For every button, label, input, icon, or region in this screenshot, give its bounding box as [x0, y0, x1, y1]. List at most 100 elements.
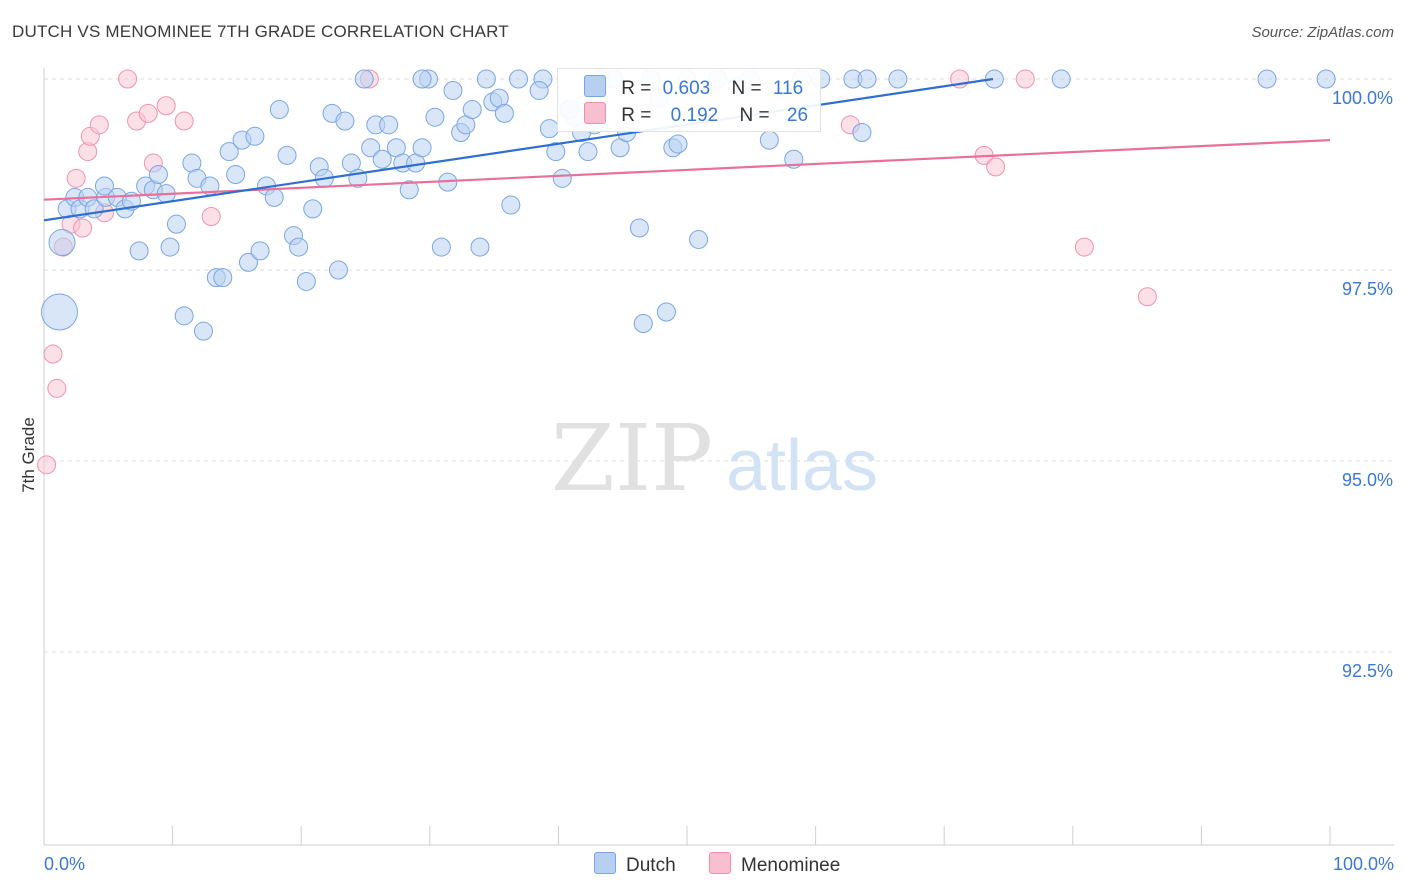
menominee-r-label: R =: [621, 105, 652, 126]
dutch-swatch: [584, 75, 606, 97]
dutch-point: [462, 100, 482, 120]
dutch-point: [399, 180, 419, 200]
legend-dutch-label: Dutch: [626, 855, 676, 876]
menominee-point: [156, 96, 176, 116]
dutch-point: [40, 293, 78, 331]
dutch-point: [689, 229, 709, 249]
legend-item-menominee: Menominee: [709, 852, 840, 877]
dutch-n-value: 116: [772, 78, 804, 99]
dutch-point: [213, 268, 233, 288]
dutch-point: [193, 321, 213, 341]
dutch-point: [226, 165, 246, 184]
dutch-point: [174, 306, 194, 326]
chart-title: DUTCH VS MENOMINEE 7TH GRADE CORRELATION…: [12, 22, 509, 41]
dutch-point: [277, 145, 297, 165]
menominee-swatch: [584, 102, 606, 124]
stats-legend: R = 0.603 N = 116 R = 0.192 N = 26: [557, 68, 821, 132]
y-tick-label: 97.5%: [1342, 279, 1393, 299]
menominee-r-value: 0.192: [670, 105, 719, 126]
dutch-point: [759, 130, 779, 150]
grid-layer: [44, 78, 1394, 653]
menominee-point: [986, 157, 1006, 177]
dutch-point: [629, 218, 649, 238]
menominee-points: [37, 69, 1157, 475]
dutch-point: [476, 69, 496, 89]
menominee-point: [1137, 287, 1157, 307]
legend-menominee-swatch: [709, 852, 731, 874]
trend-lines: [43, 77, 1331, 222]
legend-row-menominee: R = 0.192 N = 26: [584, 102, 808, 126]
dutch-point: [1257, 69, 1277, 89]
x-tick-label-min: 0.0%: [44, 854, 85, 874]
dutch-r-label: R =: [621, 78, 652, 99]
dutch-point: [852, 122, 872, 142]
dutch-point: [48, 228, 76, 256]
dutch-point: [296, 271, 316, 291]
dutch-point: [539, 119, 559, 139]
y-tick-label: 95.0%: [1342, 470, 1393, 490]
dutch-point: [94, 176, 114, 196]
menominee-point: [118, 69, 138, 89]
dutch-point: [412, 138, 432, 158]
legend-row-dutch: R = 0.603 N = 116: [584, 75, 803, 99]
dutch-point: [303, 199, 323, 219]
dutch-r-value: 0.603: [662, 78, 711, 99]
menominee-point: [138, 103, 158, 123]
dutch-point: [328, 260, 348, 280]
dutch-point: [238, 252, 258, 272]
menominee-point: [43, 344, 63, 364]
menominee-point: [1015, 69, 1035, 89]
menominee-point: [89, 115, 109, 135]
dutch-point: [633, 313, 653, 333]
dutch-point: [219, 142, 239, 162]
menominee-point: [47, 378, 67, 398]
menominee-n-label: N =: [739, 105, 770, 126]
dutch-point: [372, 149, 392, 169]
y-tick-label: 100.0%: [1332, 88, 1393, 108]
dutch-point: [443, 80, 463, 100]
watermark-zip: ZIP: [551, 405, 713, 512]
series-legend: Dutch Menominee: [0, 852, 1406, 878]
menominee-point: [201, 207, 221, 227]
dutch-point: [984, 69, 1004, 89]
menominee-point: [73, 218, 93, 238]
dutch-point: [245, 126, 265, 146]
dutch-point: [501, 195, 521, 215]
dutch-point: [578, 142, 598, 162]
dutch-point: [412, 69, 432, 89]
dutch-point: [546, 142, 566, 162]
dutch-point: [668, 134, 688, 154]
axis-layer: 100.0% 97.5% 95.0% 92.5%: [43, 68, 1394, 846]
menominee-n-value: 26: [786, 105, 809, 126]
dutch-point: [888, 69, 908, 89]
source-label: Source: ZipAtlas.com: [1251, 24, 1394, 41]
dutch-point: [552, 168, 572, 188]
legend-menominee-label: Menominee: [741, 855, 841, 876]
dutch-point: [361, 138, 381, 158]
legend-dutch-swatch: [594, 852, 616, 874]
dutch-point: [289, 237, 309, 257]
dutch-point: [857, 69, 877, 89]
dutch-point: [335, 111, 355, 131]
menominee-point: [174, 111, 194, 131]
dutch-point: [354, 69, 374, 89]
dutch-point: [656, 302, 676, 322]
dutch-point: [1316, 69, 1336, 89]
dutch-trend-line: [43, 77, 994, 222]
watermark: ZIP atlas: [551, 405, 878, 512]
dutch-point: [264, 187, 284, 207]
dutch-point: [470, 237, 490, 257]
y-axis-title: 7th Grade: [19, 417, 38, 493]
legend-item-dutch: Dutch: [594, 852, 676, 877]
dutch-point: [509, 69, 529, 89]
y-tick-label: 92.5%: [1342, 661, 1393, 681]
dutch-points: [40, 69, 1336, 341]
menominee-point: [66, 168, 86, 188]
dutch-point: [160, 237, 180, 257]
dutch-point: [129, 241, 149, 261]
dutch-point: [250, 241, 270, 261]
watermark-atlas: atlas: [726, 426, 878, 506]
dutch-point: [529, 80, 549, 100]
dutch-point: [379, 115, 399, 135]
